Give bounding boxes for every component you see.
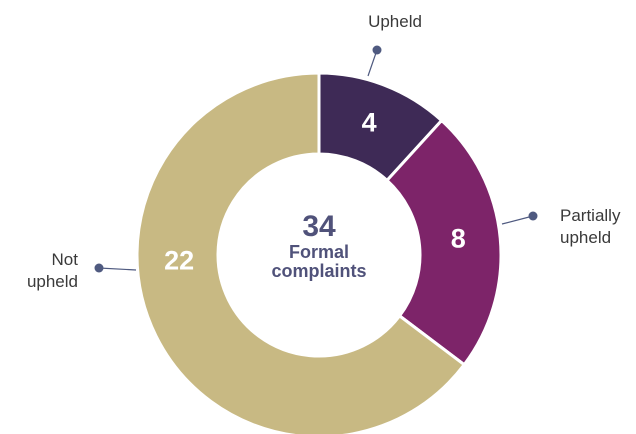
category-label: Partially upheld: [560, 206, 621, 247]
callout-dot: [94, 263, 104, 273]
callout-line: [98, 267, 137, 271]
donut-segment: [135, 71, 467, 434]
callout-dot: [528, 211, 538, 221]
donut-segment: [384, 118, 503, 367]
category-label: Not upheld: [26, 250, 78, 291]
callout-dot: [372, 45, 382, 55]
value-label: 22: [164, 245, 194, 275]
value-label: 8: [451, 223, 466, 253]
callout-line: [501, 215, 534, 225]
center-label: Formal complaints: [271, 242, 367, 281]
callout-line: [367, 49, 378, 77]
value-label: 4: [362, 107, 377, 137]
center-value: 34: [302, 210, 336, 243]
category-label: Upheld: [368, 12, 422, 31]
